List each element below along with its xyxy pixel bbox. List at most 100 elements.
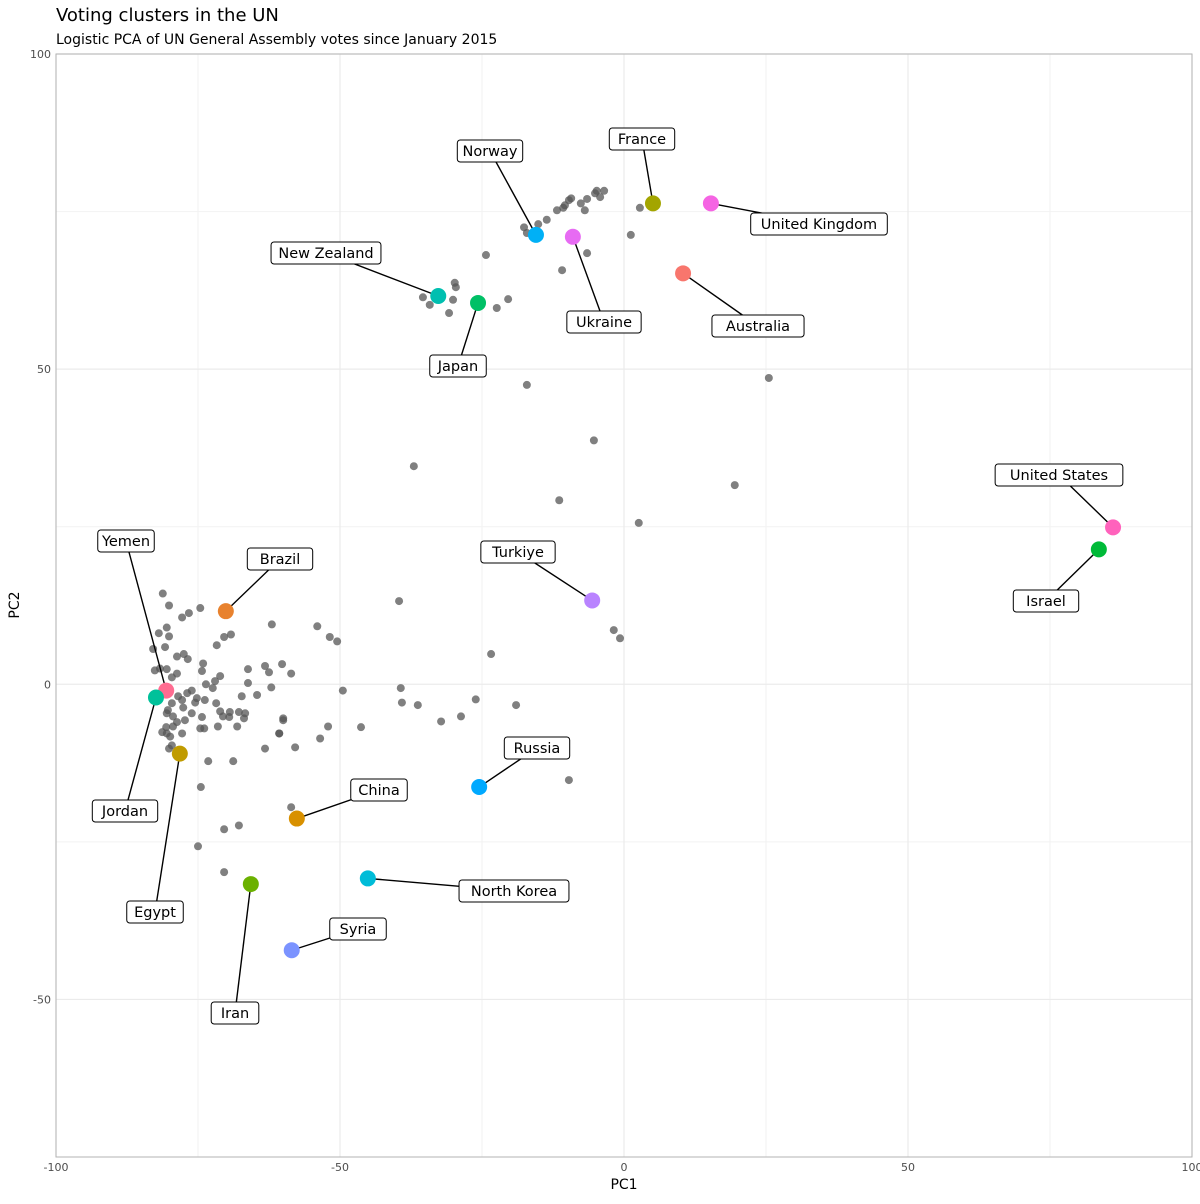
country-label: Australia bbox=[712, 315, 804, 337]
country-point bbox=[636, 204, 644, 212]
country-point bbox=[151, 666, 159, 674]
country-point bbox=[225, 713, 233, 721]
country-point bbox=[161, 643, 169, 651]
country-point bbox=[445, 309, 453, 317]
country-point bbox=[201, 696, 209, 704]
country-point bbox=[437, 717, 445, 725]
country-point bbox=[199, 659, 207, 667]
country-point bbox=[472, 695, 480, 703]
country-point bbox=[493, 304, 501, 312]
label-text: Ukraine bbox=[576, 315, 632, 331]
country-point bbox=[178, 613, 186, 621]
country-point bbox=[414, 701, 422, 709]
country-point bbox=[220, 868, 228, 876]
country-point bbox=[457, 712, 465, 720]
x-tick-label: -50 bbox=[331, 1161, 349, 1174]
country-point bbox=[452, 283, 460, 291]
country-point-new-zealand bbox=[430, 288, 446, 304]
country-point bbox=[244, 665, 252, 673]
country-point bbox=[238, 692, 246, 700]
country-point bbox=[155, 629, 163, 637]
country-point bbox=[275, 729, 283, 737]
country-point bbox=[163, 665, 171, 673]
y-tick-label: -50 bbox=[33, 993, 51, 1006]
chart-title: Voting clusters in the UN bbox=[56, 5, 279, 26]
country-point bbox=[426, 301, 434, 309]
country-point bbox=[173, 670, 181, 678]
country-point bbox=[165, 745, 173, 753]
country-point bbox=[558, 266, 566, 274]
country-point bbox=[731, 481, 739, 489]
x-tick-label: 0 bbox=[621, 1161, 628, 1174]
country-point bbox=[204, 757, 212, 765]
country-label: Ukraine bbox=[567, 311, 641, 333]
country-point bbox=[279, 716, 287, 724]
label-segment bbox=[126, 541, 166, 691]
country-point bbox=[159, 590, 167, 598]
country-point bbox=[635, 519, 643, 527]
y-tick-label: 100 bbox=[30, 48, 51, 61]
country-point bbox=[169, 723, 177, 731]
country-label: Japan bbox=[430, 355, 487, 377]
country-point-egypt bbox=[172, 746, 188, 762]
country-point bbox=[181, 716, 189, 724]
country-label: Brazil bbox=[247, 548, 312, 570]
country-point-brazil bbox=[218, 603, 234, 619]
country-label: United Kingdom bbox=[751, 213, 888, 235]
country-label: Norway bbox=[457, 140, 522, 162]
country-point bbox=[214, 723, 222, 731]
country-point bbox=[220, 825, 228, 833]
label-text: Japan bbox=[437, 359, 478, 375]
country-point bbox=[268, 620, 276, 628]
country-point bbox=[261, 745, 269, 753]
country-point bbox=[583, 195, 591, 203]
country-label: United States bbox=[995, 464, 1123, 486]
country-point bbox=[523, 381, 531, 389]
country-point bbox=[559, 204, 567, 212]
country-label: China bbox=[351, 779, 408, 801]
country-point bbox=[291, 743, 299, 751]
country-point-france bbox=[645, 195, 661, 211]
country-point bbox=[487, 650, 495, 658]
country-point bbox=[191, 699, 199, 707]
country-point-norway bbox=[528, 227, 544, 243]
country-point bbox=[183, 689, 191, 697]
country-point bbox=[198, 713, 206, 721]
country-point bbox=[543, 216, 551, 224]
country-point bbox=[581, 206, 589, 214]
country-point bbox=[165, 632, 173, 640]
country-point bbox=[339, 687, 347, 695]
country-label: Israel bbox=[1013, 590, 1078, 612]
label-text: Egypt bbox=[134, 905, 176, 921]
country-point bbox=[168, 699, 176, 707]
country-point bbox=[565, 776, 573, 784]
country-point-north-korea bbox=[360, 870, 376, 886]
label-text: Syria bbox=[340, 922, 377, 938]
label-text: Australia bbox=[726, 319, 790, 335]
label-text: United States bbox=[1010, 468, 1108, 484]
chart-subtitle: Logistic PCA of UN General Assembly vote… bbox=[56, 32, 497, 48]
country-point bbox=[287, 670, 295, 678]
country-label: France bbox=[609, 128, 674, 150]
label-text: Yemen bbox=[101, 534, 150, 550]
country-point bbox=[197, 783, 205, 791]
country-label: Egypt bbox=[127, 901, 184, 923]
country-label: Syria bbox=[330, 918, 387, 940]
country-point bbox=[313, 622, 321, 630]
country-point bbox=[212, 699, 220, 707]
label-text: New Zealand bbox=[278, 246, 373, 262]
country-point bbox=[185, 609, 193, 617]
country-point bbox=[200, 724, 208, 732]
country-point bbox=[209, 684, 217, 692]
country-point-jordan bbox=[148, 690, 164, 706]
label-text: Turkiye bbox=[491, 545, 544, 561]
country-point bbox=[357, 723, 365, 731]
country-point bbox=[166, 733, 174, 741]
country-point bbox=[326, 633, 334, 641]
label-segment bbox=[235, 884, 251, 1013]
other-countries bbox=[149, 187, 773, 876]
country-point bbox=[482, 251, 490, 259]
country-point bbox=[278, 660, 286, 668]
label-segment bbox=[490, 151, 536, 235]
